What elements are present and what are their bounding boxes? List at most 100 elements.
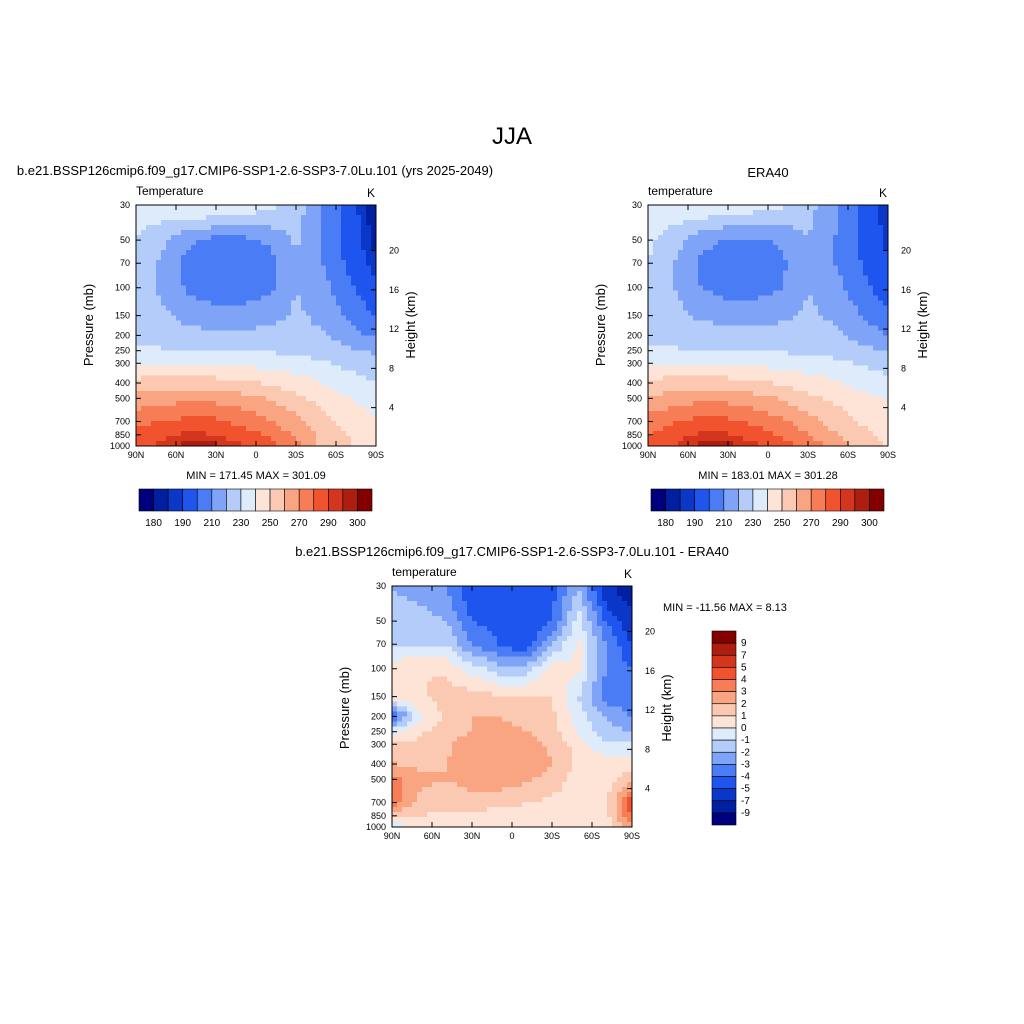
field-cell (241, 215, 247, 221)
field-cell (311, 265, 317, 271)
field-cell (341, 295, 347, 301)
field-cell (231, 395, 237, 402)
field-cell (136, 390, 142, 397)
field-cell (256, 315, 262, 322)
field-cell (813, 345, 819, 352)
field-cell (663, 375, 669, 382)
field-cell (141, 435, 147, 442)
field-cell (552, 596, 558, 602)
field-cell (678, 380, 684, 387)
field-cell (326, 235, 332, 241)
field-cell (838, 380, 844, 387)
field-cell (251, 410, 257, 417)
field-cell (216, 220, 222, 226)
colorbar-box (738, 488, 754, 512)
field-cell (487, 591, 493, 597)
field-cell (356, 240, 362, 246)
field-cell (863, 355, 869, 362)
field-cell (356, 330, 362, 337)
field-cell (371, 340, 377, 347)
field-cell (823, 330, 829, 337)
field-cell (336, 305, 342, 312)
field-cell (356, 325, 362, 332)
x-tick-label: 60S (840, 450, 856, 460)
field-cell (663, 220, 669, 226)
field-cell (186, 430, 192, 437)
field-cell (276, 355, 282, 362)
field-cell (668, 275, 674, 281)
field-cell (698, 440, 704, 447)
field-cell (206, 380, 212, 387)
field-cell (788, 295, 794, 301)
field-cell (878, 220, 884, 226)
field-cell (281, 235, 287, 241)
field-cell (336, 390, 342, 397)
field-cell (246, 380, 252, 387)
field-cell (141, 265, 147, 271)
field-cell (286, 280, 292, 286)
field-cell (331, 220, 337, 226)
field-cell (186, 310, 192, 317)
field-cell (798, 265, 804, 271)
field-cell (873, 270, 879, 276)
field-cell (251, 415, 257, 422)
field-cell (718, 405, 724, 412)
field-cell (301, 245, 307, 251)
field-cell (663, 440, 669, 447)
field-cell (748, 410, 754, 417)
field-cell (251, 350, 257, 357)
field-cell (653, 215, 659, 221)
field-cell (326, 435, 332, 442)
field-cell (191, 305, 197, 312)
field-cell (773, 290, 779, 296)
field-cell (878, 290, 884, 296)
field-cell (356, 340, 362, 347)
field-cell (768, 215, 774, 221)
field-cell (326, 285, 332, 291)
field-cell (231, 220, 237, 226)
field-cell (301, 435, 307, 442)
field-cell (216, 270, 222, 276)
field-cell (161, 405, 167, 412)
field-cell (246, 205, 252, 211)
field-cell (161, 420, 167, 427)
field-cell (663, 260, 669, 266)
field-cell (688, 390, 694, 397)
field-cell (176, 345, 182, 352)
field-cell (196, 225, 202, 231)
field-cell (843, 210, 849, 216)
field-cell (181, 220, 187, 226)
field-cell (733, 275, 739, 281)
field-cell (336, 385, 342, 392)
field-cell (351, 350, 357, 357)
field-cell (261, 400, 267, 407)
y-tick-label: 250 (627, 346, 642, 356)
field-cell (361, 270, 367, 276)
field-cell (818, 260, 824, 266)
field-cell (733, 350, 739, 357)
field-cell (346, 385, 352, 392)
field-cell (336, 215, 342, 221)
field-cell (452, 596, 458, 602)
field-cell (176, 265, 182, 271)
field-cell (833, 360, 839, 367)
field-cell (201, 345, 207, 352)
field-cell (281, 395, 287, 402)
field-cell (868, 260, 874, 266)
y-tick-label: 50 (632, 235, 642, 245)
field-cell (261, 340, 267, 347)
field-cell (146, 385, 152, 392)
field-cell (813, 410, 819, 417)
field-cell (236, 410, 242, 417)
field-cell (211, 265, 217, 271)
field-cell (863, 415, 869, 422)
field-cell (136, 305, 142, 312)
field-cell (211, 330, 217, 337)
field-cell (648, 375, 654, 382)
field-cell (838, 350, 844, 357)
field-cell (306, 385, 312, 392)
field-cell (321, 235, 327, 241)
field-cell (773, 425, 779, 432)
field-cell (166, 435, 172, 442)
field-cell (176, 350, 182, 357)
